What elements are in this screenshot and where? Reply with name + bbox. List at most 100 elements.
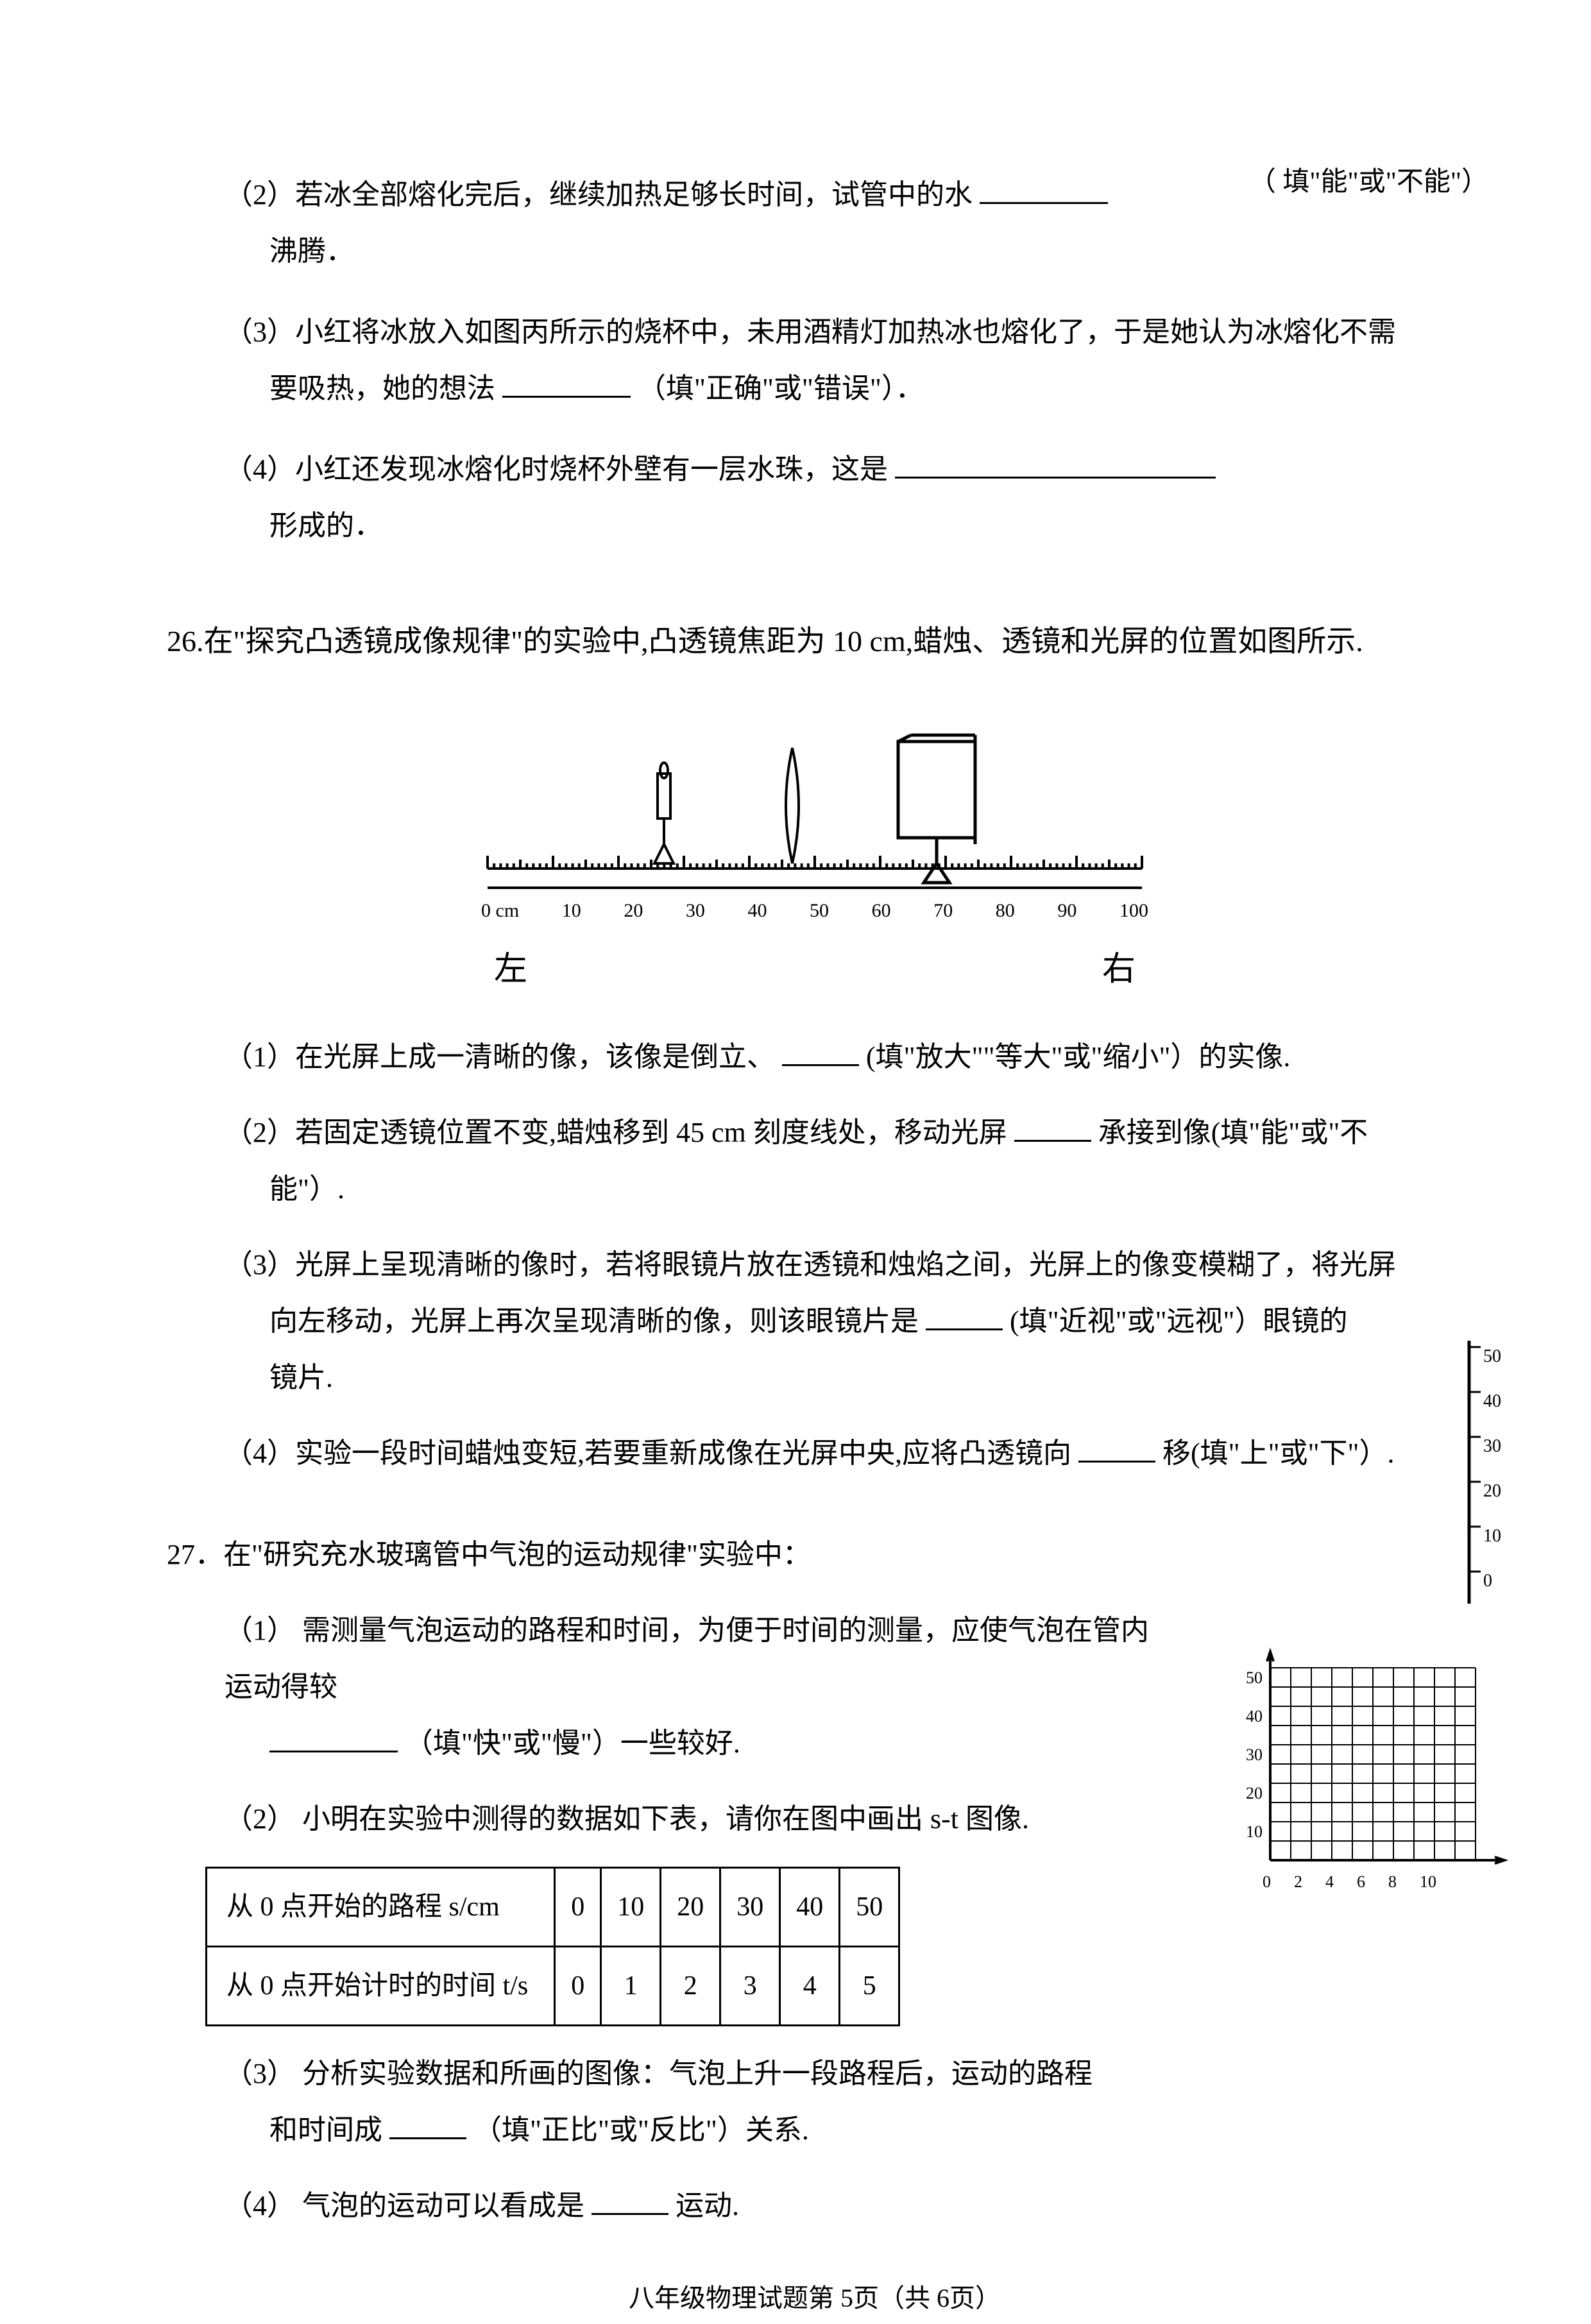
ruler-tick-1: 10: [562, 892, 581, 930]
r1c0: 0: [555, 1868, 601, 1947]
gx-8: 8: [1388, 1865, 1397, 1899]
q27-3-hint: （填"正比"或"反比"）关系.: [473, 2114, 809, 2146]
q26-title: 26.在"探究凸透镜成像规律"的实验中,凸透镜焦距为 10 cm,蜡烛、透镜和光…: [167, 612, 1463, 671]
q25-3-text-a: （3）小红将冰放入如图丙所示的烧杯中，未用酒精灯加热冰也熔化了，于是她认为冰熔化…: [225, 316, 1396, 348]
tube-label-50: 50: [1483, 1334, 1501, 1379]
q27-3-text-b: 和时间成: [269, 2114, 382, 2146]
gx-4: 4: [1325, 1865, 1334, 1899]
q25-3-text-b: 要吸热，她的想法: [269, 373, 495, 404]
q27-1-text-a: （1） 需测量气泡运动的路程和时间，为便于时间的测量，应使气泡在管内运动得较: [225, 1615, 1149, 1702]
q26-3: （3）光屏上呈现清晰的像时，若将眼镜片放在透镜和烛焰之间，光屏上的像变模糊了，将…: [167, 1237, 1463, 1293]
ruler-tick-2: 20: [624, 892, 643, 930]
gx-0: 0: [1263, 1865, 1271, 1899]
ruler-tick-4: 40: [747, 892, 767, 930]
q26-4-blank[interactable]: [1078, 1432, 1155, 1463]
gy-40: 40: [1237, 1697, 1263, 1736]
gx-2: 2: [1294, 1865, 1302, 1899]
q27-4: （4） 气泡的运动可以看成是 运动.: [167, 2178, 1161, 2234]
ruler-tick-6: 60: [872, 892, 891, 930]
r2c2: 2: [661, 1947, 720, 2026]
q27-data-table: 从 0 点开始的路程 s/cm 0 10 20 30 40 50 从 0 点开始…: [205, 1867, 900, 2026]
tube-label-10: 10: [1483, 1514, 1501, 1559]
q26-3-text-b: 向左移动，光屏上再次呈现清晰的像，则该眼镜片是: [269, 1305, 919, 1337]
tube-label-0: 0: [1483, 1559, 1501, 1604]
q27-3-text-a: （3） 分析实验数据和所画的图像：气泡上升一段路程后，运动的路程: [225, 2058, 1093, 2089]
q26-diagram: 0 cm 10 20 30 40 50 60 70 80 90 100 左 右: [430, 709, 1200, 1003]
r2c5: 5: [840, 1947, 899, 2026]
q27-4-text-a: （4） 气泡的运动可以看成是: [225, 2190, 584, 2221]
st-grid-chart: 50 40 30 20 10 0 2 4 6 8 10: [1232, 1642, 1514, 1924]
q27-3-line2: 和时间成 （填"正比"或"反比"）关系.: [167, 2102, 1161, 2159]
ruler-right-label: 右: [1102, 937, 1136, 1003]
q25-2-text-a: （2）若冰全部熔化完后，继续加热足够长时间，试管中的水: [225, 179, 973, 210]
q26-2-blank[interactable]: [1014, 1112, 1091, 1142]
r2c4: 4: [780, 1947, 840, 2026]
r1c2: 20: [661, 1868, 720, 1947]
q27-1-hint: （填"快"或"慢"）一些较好.: [405, 1727, 740, 1759]
r2c0: 0: [555, 1947, 601, 2026]
q26-3-blank[interactable]: [926, 1300, 1003, 1330]
page-footer: 八年级物理试题第 5页（共 6页）: [167, 2273, 1463, 2324]
q27-4-text-b: 运动.: [676, 2190, 739, 2221]
q26-4-hint: 移(填"上"或"下"）.: [1162, 1438, 1395, 1469]
q26-1-hint: (填"放大""等大"或"缩小"）的实像.: [866, 1041, 1290, 1073]
ruler-left-label: 左: [494, 937, 527, 1003]
gy-30: 30: [1237, 1736, 1263, 1774]
q25-4-blank[interactable]: [895, 448, 1216, 479]
ruler-tick-7: 70: [933, 892, 953, 930]
q26-1-text: （1）在光屏上成一清晰的像，该像是倒立、: [225, 1041, 775, 1073]
q27-3-blank[interactable]: [389, 2109, 466, 2139]
q25-3-hint: （填"正确"或"错误"）．: [638, 373, 924, 404]
q26-3-c: 镜片.: [167, 1350, 1463, 1406]
q26-2-hint: 承接到像(填"能"或"不: [1098, 1117, 1368, 1148]
q26-1: （1）在光屏上成一清晰的像，该像是倒立、 (填"放大""等大"或"缩小"）的实像…: [167, 1029, 1463, 1085]
ruler-tick-5: 50: [810, 892, 829, 930]
gy-20: 20: [1237, 1774, 1263, 1813]
q26-3-text-a: （3）光屏上呈现清晰的像时，若将眼镜片放在透镜和烛焰之间，光屏上的像变模糊了，将…: [225, 1249, 1396, 1280]
q27-3: （3） 分析实验数据和所画的图像：气泡上升一段路程后，运动的路程: [167, 2046, 1161, 2102]
q26-1-blank[interactable]: [782, 1036, 859, 1066]
tube-label-20: 20: [1483, 1469, 1501, 1514]
q27-4-blank[interactable]: [591, 2185, 668, 2215]
ruler-tick-8: 80: [996, 892, 1015, 930]
q26-3-hint: (填"近视"或"远视"）眼镜的: [1010, 1305, 1348, 1337]
q26-4: （4）实验一段时间蜡烛变短,若要重新成像在光屏中央,应将凸透镜向 移(填"上"或…: [167, 1425, 1463, 1482]
q27-1: （1） 需测量气泡运动的路程和时间，为便于时间的测量，应使气泡在管内运动得较: [167, 1602, 1161, 1715]
table-row: 从 0 点开始的路程 s/cm 0 10 20 30 40 50: [207, 1868, 899, 1947]
r1c4: 40: [780, 1868, 840, 1947]
q25-4-text-a: （4）小红还发现冰熔化时烧杯外壁有一层水珠，这是: [225, 454, 888, 485]
ruler-tick-0: 0 cm: [481, 892, 519, 930]
gx-10: 10: [1420, 1865, 1436, 1899]
q26-2: （2）若固定透镜位置不变,蜡烛移到 45 cm 刻度线处，移动光屏 承接到像(填…: [167, 1105, 1463, 1161]
q25-3: （3）小红将冰放入如图丙所示的烧杯中，未用酒精灯加热冰也熔化了，于是她认为冰熔化…: [167, 304, 1463, 360]
r1c3: 30: [720, 1868, 780, 1947]
row2-label: 从 0 点开始计时的时间 t/s: [207, 1947, 555, 2026]
q27-title: 27．在"研究充水玻璃管中气泡的运动规律"实验中：: [167, 1527, 1463, 1583]
q26-2-text-a: （2）若固定透镜位置不变,蜡烛移到 45 cm 刻度线处，移动光屏: [225, 1117, 1007, 1148]
q25-4: （4）小红还发现冰熔化时烧杯外壁有一层水珠，这是: [167, 441, 1463, 498]
q25-2-hint-right: （ 填"能"或"不能"）: [1249, 155, 1488, 209]
gy-50: 50: [1237, 1659, 1263, 1697]
ruler-tick-10: 100: [1119, 892, 1148, 930]
gx-6: 6: [1357, 1865, 1365, 1899]
r2c1: 1: [601, 1947, 661, 2026]
q25-2-b: 沸腾．: [167, 223, 1463, 280]
q26-4-text-a: （4）实验一段时间蜡烛变短,若要重新成像在光屏中央,应将凸透镜向: [225, 1438, 1071, 1469]
r1c5: 50: [840, 1868, 899, 1947]
tube-scale-figure: 50 40 30 20 10 0: [1450, 1334, 1495, 1616]
r2c3: 3: [720, 1947, 780, 2026]
q26-3-line2: 向左移动，光屏上再次呈现清晰的像，则该眼镜片是 (填"近视"或"远视"）眼镜的: [167, 1293, 1463, 1350]
q27-2: （2） 小明在实验中测得的数据如下表，请你在图中画出 s-t 图像.: [167, 1791, 1161, 1847]
r1c1: 10: [601, 1868, 661, 1947]
q26-2-b: 能"）.: [167, 1161, 1463, 1217]
q25-3-blank[interactable]: [502, 368, 631, 398]
tube-label-40: 40: [1483, 1379, 1501, 1424]
ruler-tick-9: 90: [1057, 892, 1076, 930]
q27-1-line2: （填"快"或"慢"）一些较好.: [167, 1715, 1161, 1772]
tube-label-30: 30: [1483, 1424, 1501, 1469]
q25-4-b: 形成的．: [167, 498, 1463, 554]
ruler-tick-3: 30: [686, 892, 705, 930]
row1-label: 从 0 点开始的路程 s/cm: [207, 1868, 555, 1947]
q25-2-blank[interactable]: [980, 174, 1108, 204]
q27-1-blank[interactable]: [269, 1722, 398, 1752]
